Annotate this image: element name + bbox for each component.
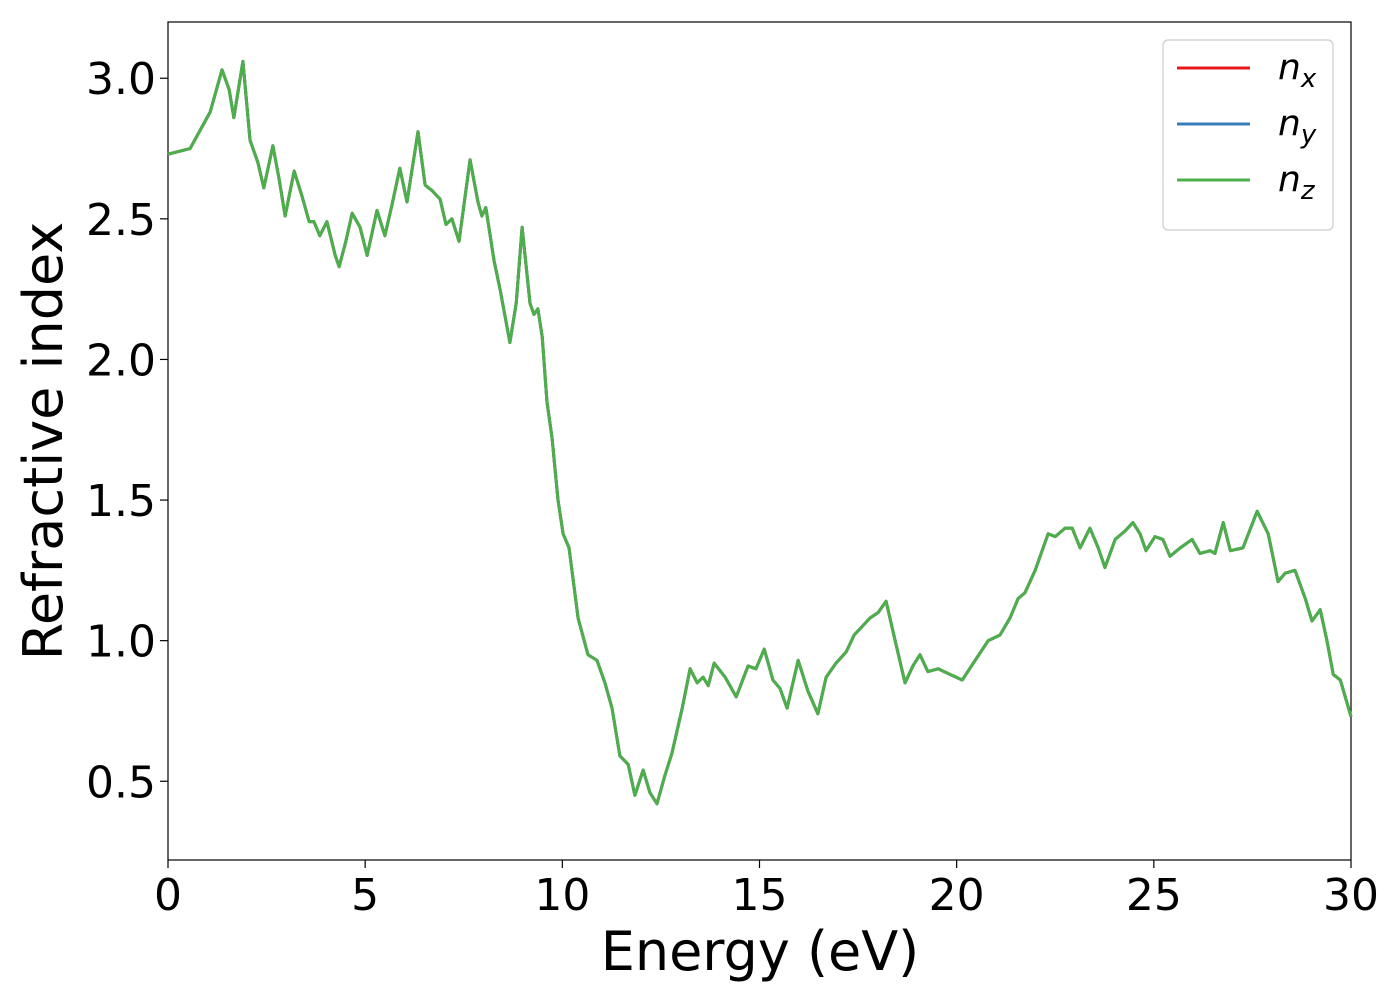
x-tick-label: 20 (929, 870, 985, 921)
x-tick-label: 15 (732, 870, 788, 921)
x-tick-label: 25 (1126, 870, 1182, 921)
x-tick-label: 10 (534, 870, 590, 921)
y-tick-label: 2.5 (86, 195, 156, 246)
legend-box (1162, 39, 1334, 231)
y-axis-label: Refractive index (12, 222, 75, 661)
y-tick-label: 0.5 (86, 757, 156, 808)
y-tick-label: 3.0 (86, 54, 156, 105)
x-axis-label: Energy (eV) (601, 920, 920, 983)
x-tick-label: 5 (351, 870, 379, 921)
data-line (167, 59, 1353, 806)
legend-label: nx (1278, 47, 1317, 94)
y-tick-label: 1.0 (86, 617, 156, 668)
y-tick-label: 1.5 (86, 476, 156, 527)
legend-label: ny (1278, 103, 1317, 150)
x-tick-label: 0 (154, 870, 182, 921)
y-tick-label: 2.0 (86, 335, 156, 386)
x-tick-label: 30 (1323, 870, 1379, 921)
legend-label: nz (1278, 159, 1316, 206)
